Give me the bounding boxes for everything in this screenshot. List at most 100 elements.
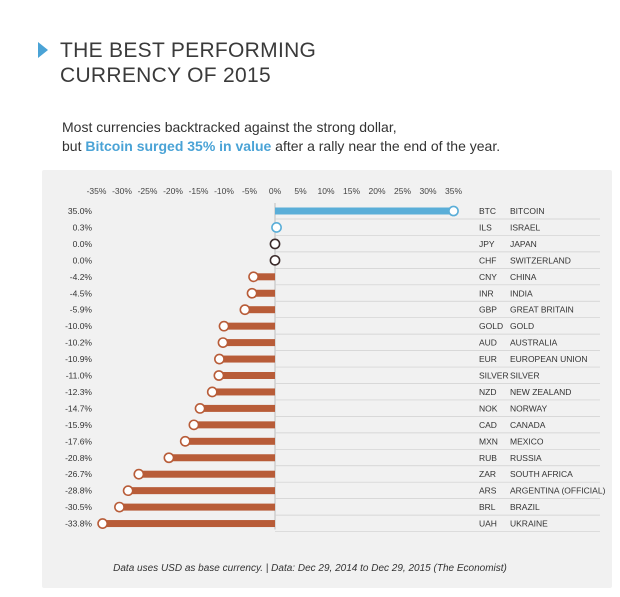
bar: [218, 372, 275, 379]
bar-end-marker: [213, 370, 225, 381]
currency-code: GBP: [479, 305, 497, 315]
bar-end-marker: [271, 222, 282, 233]
value-label: -17.6%: [65, 436, 92, 446]
x-tick-label: -15%: [189, 186, 209, 196]
x-tick-label: 15%: [343, 186, 360, 196]
currency-code: AUD: [479, 338, 497, 348]
bar: [200, 404, 275, 412]
currency-name: ARGENTINA (OFFICIAL): [510, 486, 606, 496]
value-label: -10.9%: [65, 354, 92, 364]
title-line-2: CURRENCY OF 2015: [60, 64, 271, 87]
value-label: -30.5%: [65, 502, 92, 512]
bar: [185, 437, 275, 445]
value-label: -14.7%: [65, 403, 92, 413]
currency-code: CNY: [479, 272, 497, 282]
currency-name: RUSSIA: [510, 453, 542, 463]
subtitle-highlight: Bitcoin surged 35% in value: [85, 138, 272, 154]
currency-code: BTC: [479, 206, 496, 216]
bar-end-marker: [206, 386, 218, 398]
value-label: -11.0%: [66, 371, 93, 381]
bar-end-marker: [448, 205, 459, 217]
x-tick-label: 20%: [368, 186, 385, 196]
bar-end-marker: [217, 337, 229, 348]
bar: [138, 470, 275, 478]
x-tick-label: -30%: [112, 186, 132, 196]
currency-name: EUROPEAN UNION: [510, 354, 587, 364]
currency-name: GOLD: [510, 321, 534, 331]
bar-end-marker: [246, 287, 258, 299]
currency-name: SWITZERLAND: [510, 255, 571, 265]
bar-end-marker: [269, 254, 281, 266]
value-label: -10.0%: [65, 321, 92, 331]
value-label: -15.9%: [65, 420, 92, 430]
currency-code: ARS: [479, 486, 497, 496]
currency-code: MXN: [479, 436, 498, 446]
bar: [212, 388, 275, 396]
x-tick-label: -25%: [138, 186, 158, 196]
title-arrow-icon: [38, 42, 48, 58]
currency-name: INDIA: [510, 288, 533, 298]
currency-code: INR: [479, 288, 494, 298]
x-tick-label: 30%: [419, 186, 436, 196]
bar-end-marker: [239, 304, 251, 316]
subtitle-line-1: Most currencies backtracked against the …: [62, 119, 397, 135]
currency-code: ZAR: [479, 469, 496, 479]
currency-code: BRL: [479, 502, 496, 512]
bar: [219, 355, 275, 363]
currency-name: NEW ZEALAND: [510, 387, 571, 397]
bar: [102, 520, 275, 528]
currency-code: CAD: [479, 420, 497, 430]
subtitle-post: after a rally near the end of the year.: [271, 138, 501, 154]
currency-name: CANADA: [510, 420, 546, 430]
currency-code: JPY: [479, 239, 495, 249]
currency-code: CHF: [479, 255, 496, 265]
bar-end-marker: [194, 402, 206, 414]
currency-code: UAH: [479, 519, 497, 529]
bar-end-marker: [269, 238, 281, 250]
currency-code: ILS: [479, 222, 492, 232]
bar: [119, 503, 275, 511]
currency-name: BITCOIN: [510, 206, 544, 216]
currency-code: RUB: [479, 453, 497, 463]
bar-end-marker: [214, 353, 225, 365]
subtitle-pre: but: [62, 138, 86, 154]
value-label: 0.0%: [73, 239, 93, 249]
value-label: -28.8%: [65, 486, 92, 496]
x-tick-label: 10%: [317, 186, 334, 196]
value-label: -12.3%: [65, 387, 92, 397]
bar: [275, 207, 454, 215]
value-label: 0.0%: [73, 255, 93, 265]
value-label: -10.2%: [65, 338, 92, 348]
subtitle-line-2: but Bitcoin surged 35% in value after a …: [62, 137, 500, 156]
currency-name: JAPAN: [510, 239, 537, 249]
chart-panel: -35% -30% -25% -20% -15% -10% -5% 0% 5% 10% 15% 20%…: [42, 170, 612, 588]
value-label: -33.8%: [65, 519, 92, 529]
currency-name: ISRAEL: [510, 222, 541, 232]
currency-code: GOLD: [479, 321, 503, 331]
currency-name: UKRAINE: [510, 519, 548, 529]
currency-code: EUR: [479, 354, 497, 364]
bar: [252, 289, 275, 297]
bar-end-marker: [179, 435, 191, 447]
bar: [128, 487, 275, 495]
page-title: THE BEST PERFORMING CURRENCY OF 2015: [60, 38, 316, 88]
bar: [253, 273, 275, 281]
x-tick-label: -35%: [87, 186, 107, 196]
x-tick-label: 35%: [445, 186, 462, 196]
value-label: -5.9%: [70, 305, 93, 315]
bar-end-marker: [218, 320, 230, 332]
bar-end-marker: [97, 518, 109, 529]
currency-name: SILVER: [510, 371, 540, 381]
value-label: -4.5%: [70, 288, 93, 298]
bar: [193, 421, 275, 429]
currency-name: CHINA: [510, 272, 537, 282]
bar: [244, 306, 275, 314]
bar: [222, 339, 275, 347]
x-tick-label: -10%: [214, 186, 234, 196]
currency-name: AUSTRALIA: [510, 338, 558, 348]
currency-name: NORWAY: [510, 403, 547, 413]
x-tick-label: -5%: [242, 186, 258, 196]
bar-end-marker: [163, 452, 175, 464]
bar: [224, 322, 275, 330]
currency-bar-chart: -35% -30% -25% -20% -15% -10% -5% 0% 5% 10% 15% 20%…: [65, 186, 606, 532]
